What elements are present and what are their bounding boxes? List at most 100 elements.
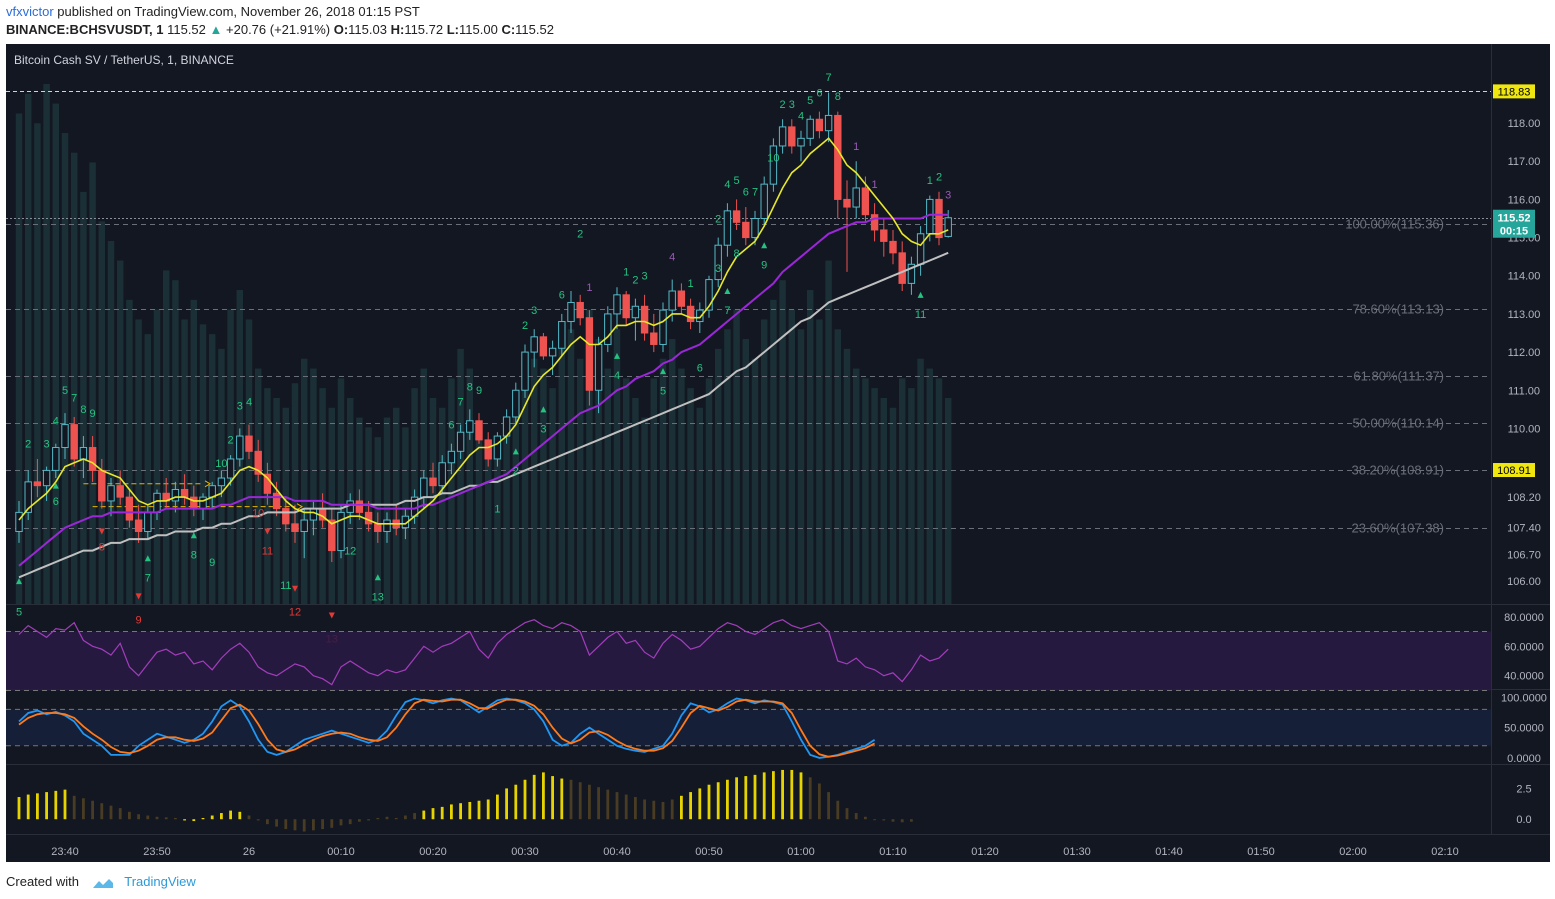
candle-body: [834, 114, 842, 200]
volume-bar: [15, 113, 23, 604]
td-sequence-count: 3: [945, 190, 951, 202]
chart-svg[interactable]: Bitcoin Cash SV / TetherUS, 1, BINANCE 1…: [6, 44, 1550, 862]
ema-fast-line: [18, 137, 949, 525]
volume-bar: [531, 358, 538, 604]
histogram-bar: [394, 817, 398, 820]
histogram-bar: [560, 778, 564, 820]
td-setup-arrow: [540, 406, 547, 413]
histogram-bar: [72, 795, 76, 820]
price-axis-tick-label: 116.00: [1508, 194, 1541, 206]
volume-bar: [843, 348, 851, 604]
candle-body: [447, 450, 456, 464]
td-sequence-count: 3: [789, 99, 795, 111]
volume-bar: [25, 93, 32, 604]
td-setup-arrow: [660, 368, 666, 375]
candle-body: [815, 118, 824, 132]
histogram-bar: [762, 772, 766, 820]
td-sequence-count: 6: [448, 419, 454, 431]
td-sequence-count: 10: [252, 507, 264, 519]
author-link[interactable]: vfxvictor: [6, 4, 54, 19]
volume-bar: [604, 368, 611, 604]
td-sequence-count: 1: [494, 504, 500, 516]
tradingview-brand-link[interactable]: TradingView: [124, 874, 196, 889]
volume-bar: [209, 334, 216, 604]
td-sequence-count: 8: [734, 248, 740, 260]
time-axis-tick-label: 01:00: [787, 846, 815, 858]
volume-bar: [512, 397, 519, 604]
histogram-bar: [54, 790, 58, 820]
candle-body: [429, 477, 437, 487]
histogram-bar: [330, 819, 334, 828]
td-sequence-count: 7: [458, 397, 464, 409]
volume-bar: [899, 378, 906, 604]
histogram-bar: [643, 799, 646, 820]
histogram-bar: [266, 819, 269, 825]
histogram-bar: [164, 817, 168, 820]
price-axis-tick-label: 111.00: [1508, 385, 1540, 397]
candle-body: [659, 309, 667, 345]
candle-body: [852, 187, 860, 208]
td-sequence-count: 6: [816, 87, 822, 99]
histogram-bar: [670, 799, 674, 820]
candle-body: [33, 481, 42, 487]
histogram-bar: [256, 819, 260, 821]
histogram-bar: [818, 783, 821, 820]
stoch-k-line: [18, 697, 876, 759]
td-sequence-count: 8: [191, 549, 197, 561]
volume-bar: [310, 368, 317, 604]
volume-bar: [659, 358, 667, 604]
histogram-bar: [615, 792, 619, 820]
stoch-axis-tick-label: 100.0000: [1501, 692, 1547, 704]
price-axis-tick-label: 114.00: [1508, 271, 1541, 283]
candle-body: [438, 462, 446, 487]
volume-bar: [61, 133, 69, 604]
candle-body: [521, 351, 529, 391]
td-setup-arrow: [16, 578, 22, 585]
volume-bar: [328, 407, 335, 604]
tradingview-cloud-icon: [92, 878, 113, 888]
volume-bar: [742, 339, 749, 604]
td-sequence-count: 1: [927, 175, 933, 187]
high-price-badge-text: 118.83: [1498, 86, 1531, 98]
candle-body: [245, 435, 253, 452]
td-setup-arrow: [52, 482, 59, 489]
histogram-bar: [689, 792, 692, 820]
volume-bar: [126, 299, 133, 604]
candle-body: [797, 137, 805, 147]
candle-body: [337, 511, 345, 552]
histogram-bar: [210, 815, 214, 820]
td-sequence-count: 11: [915, 309, 926, 321]
histogram-bar: [440, 806, 444, 820]
td-sequence-count: 1: [853, 141, 859, 153]
candle-body: [383, 519, 391, 532]
histogram-axis-tick-label: 0.0: [1516, 814, 1531, 826]
candle-body: [714, 244, 722, 281]
td-sequence-count: 5: [62, 385, 68, 397]
chart-frame[interactable]: Bitcoin Cash SV / TetherUS, 1, BINANCE 1…: [6, 44, 1550, 862]
histogram-bar: [229, 810, 232, 820]
volume-bar: [880, 397, 887, 604]
fib-level-label: 50.00%(110.14): [1352, 416, 1444, 431]
histogram-bar: [588, 784, 591, 820]
volume-bar: [144, 334, 151, 604]
time-axis-tick-label: 01:50: [1247, 846, 1275, 858]
volume-bar: [623, 378, 630, 604]
histogram-bar: [17, 797, 21, 820]
volume-bar: [586, 309, 593, 604]
histogram-bar: [358, 819, 361, 822]
volume-bar: [908, 388, 915, 604]
histogram-bar: [799, 772, 803, 820]
histogram-bar: [220, 813, 223, 820]
histogram-bar: [845, 808, 849, 820]
candle-body: [88, 447, 97, 471]
candle-body: [475, 420, 483, 441]
candle-body: [613, 294, 621, 315]
candle-body: [263, 473, 272, 494]
candle-body: [236, 435, 244, 460]
candle-body: [272, 492, 281, 510]
candle-body: [456, 431, 465, 452]
volume-bar: [807, 290, 814, 604]
td-setup-arrow: [144, 555, 151, 562]
td-setup-arrow: [512, 448, 519, 455]
candle-body: [806, 118, 814, 139]
